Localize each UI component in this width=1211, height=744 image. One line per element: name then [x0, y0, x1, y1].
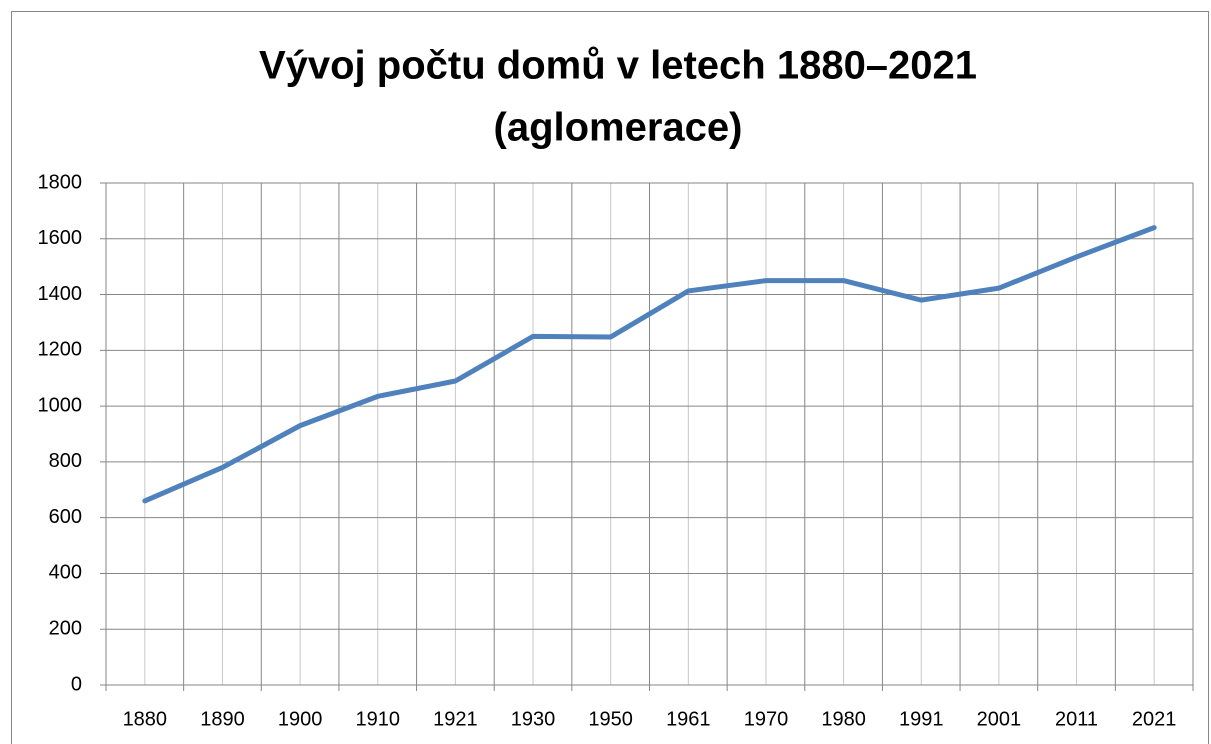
x-tick-label: 1991 [899, 708, 944, 730]
x-tick-label: 1970 [744, 708, 789, 730]
x-tick-label: 1980 [821, 708, 866, 730]
x-tick-label: 1930 [511, 708, 556, 730]
y-tick-label: 1400 [38, 283, 83, 305]
chart-title: Vývoj počtu domů v letech 1880–2021 [259, 44, 977, 88]
y-tick-label: 1000 [38, 394, 83, 416]
y-tick-label: 600 [49, 506, 82, 528]
x-tick-label: 1890 [200, 708, 245, 730]
x-tick-label: 1961 [666, 708, 711, 730]
chart-title: (aglomerace) [494, 106, 743, 150]
x-tick-label: 1880 [123, 708, 168, 730]
y-tick-label: 1600 [38, 227, 83, 249]
y-tick-label: 800 [49, 450, 82, 472]
y-tick-label: 400 [49, 562, 82, 584]
x-tick-label: 1921 [433, 708, 478, 730]
x-tick-label: 1950 [588, 708, 633, 730]
y-tick-label: 1800 [38, 171, 83, 193]
data-line [142, 225, 1157, 504]
chart-frame [11, 11, 1209, 744]
y-tick-label: 200 [49, 618, 82, 640]
x-tick-label: 2011 [1055, 708, 1098, 730]
x-tick-label: 2001 [977, 708, 1022, 730]
x-tick-label: 2021 [1132, 708, 1177, 730]
y-tick-label: 1200 [38, 339, 83, 361]
x-tick-label: 1900 [278, 708, 323, 730]
x-tick-label: 1910 [356, 708, 401, 730]
y-tick-label: 0 [71, 673, 82, 695]
